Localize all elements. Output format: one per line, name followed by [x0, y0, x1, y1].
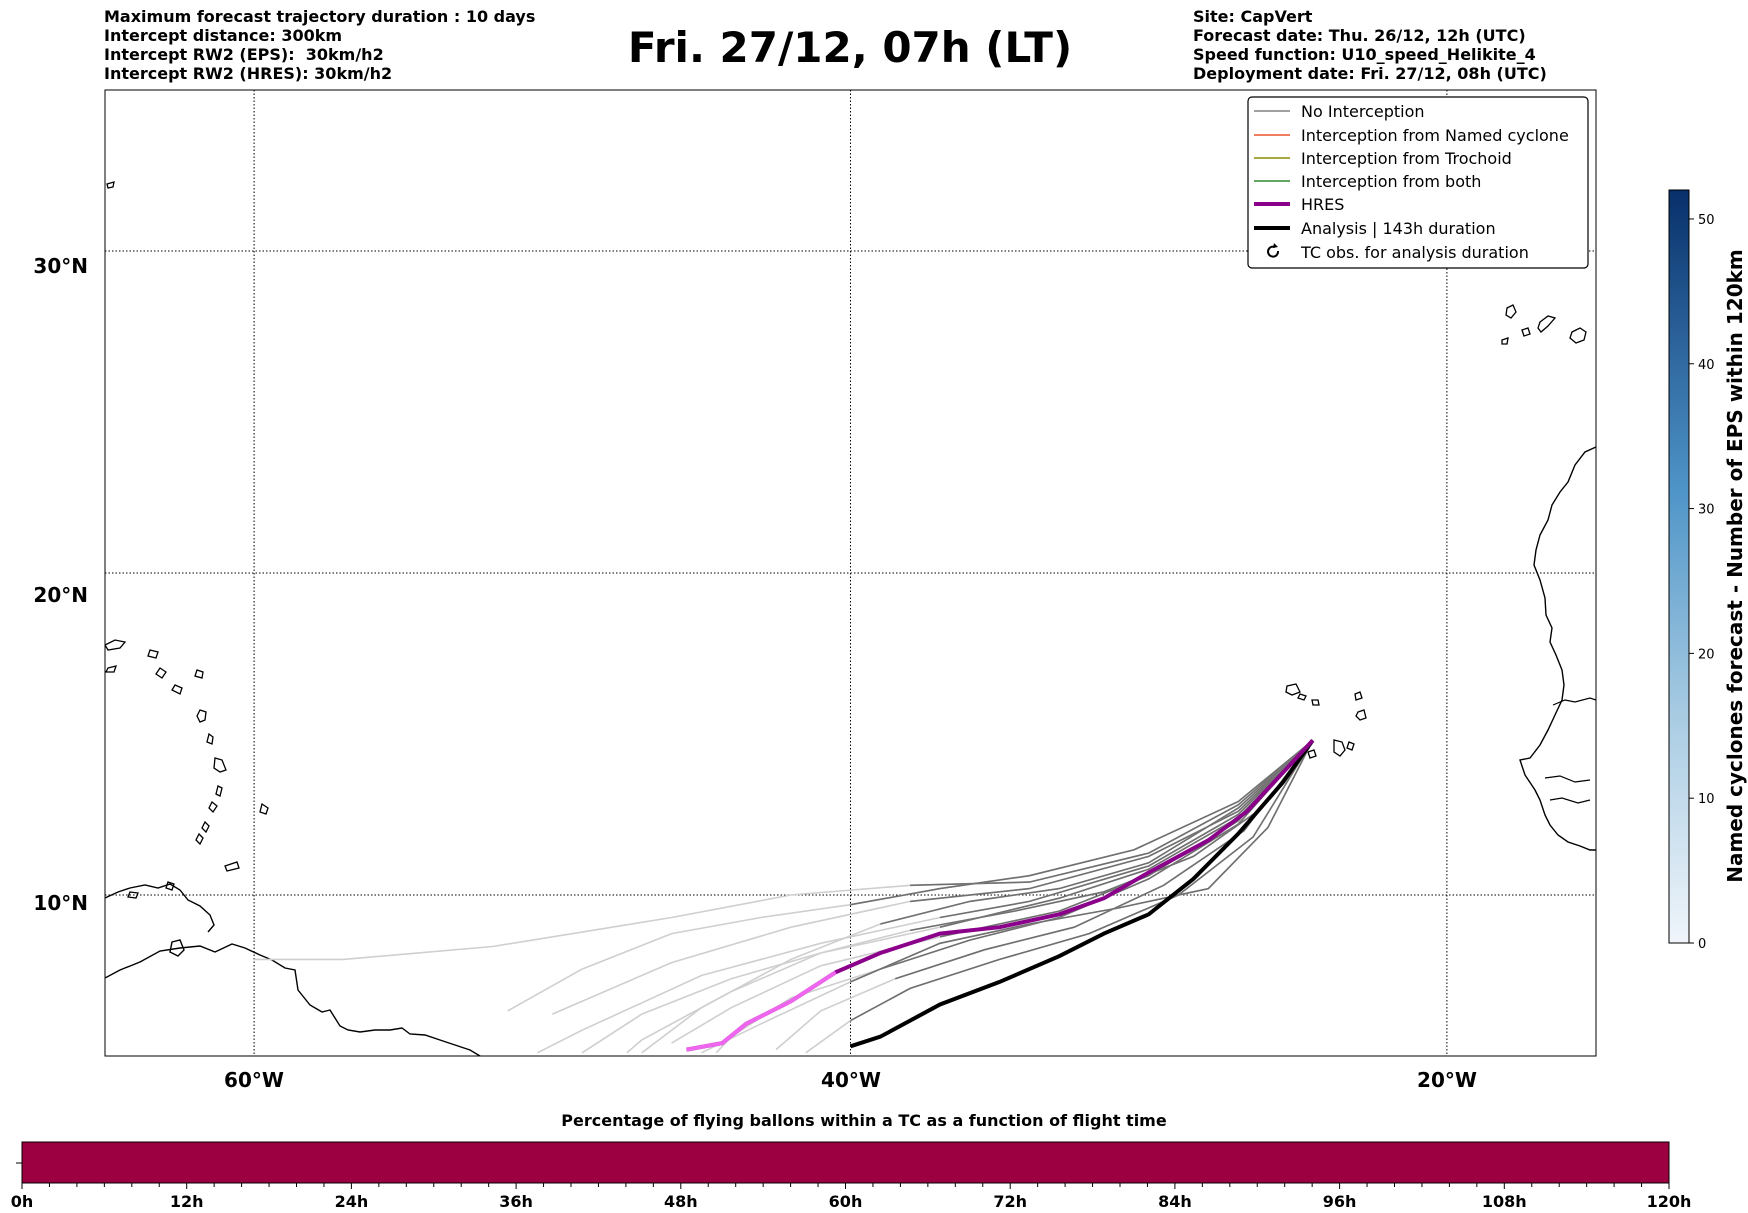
latitude-labels: 30°N 20°N 10°N [33, 254, 88, 915]
lon-label: 40°W [821, 1068, 881, 1092]
ensemble-trajectory [910, 739, 1314, 903]
flight-time-tick-label: 84h [1158, 1192, 1192, 1211]
ensemble-trajectory [910, 739, 1314, 887]
flight-time-ticks: 0h 12h 24h 36h 48h 60h 72h 84h 96h 108h 120h [11, 1183, 1692, 1211]
map-legend: No Interception Interception from Named … [1247, 96, 1589, 269]
colorbar-tick-label: 40 [1698, 358, 1715, 373]
colorbar-gradient [1668, 189, 1690, 944]
colorbar-tick-label: 30 [1698, 503, 1715, 518]
ensemble-trajectory [939, 739, 1314, 919]
ensemble-trajectory [850, 740, 1314, 983]
site-info: Site: CapVert Forecast date: Thu. 26/12,… [1193, 7, 1547, 83]
ensemble-trajectory [850, 739, 1314, 1022]
flight-time-bar-fill [21, 1141, 1670, 1184]
graticule-lines [105, 90, 1596, 1056]
cyclone-colorbar: 0 10 20 30 40 50 Named cyclones forecast - Nu… [1668, 189, 1747, 952]
hres-trajectory [686, 739, 1315, 1052]
colorbar-tick-label: 50 [1698, 213, 1715, 228]
flight-time-tick-label: 120h [1647, 1192, 1692, 1211]
legend-hres: HRES [1301, 195, 1344, 214]
forecast-parameters: Maximum forecast trajectory duration : 1… [104, 7, 535, 83]
tobago-islands [224, 861, 240, 872]
puerto-rico-hispaniola [105, 639, 204, 695]
colorbar-tick-label: 20 [1698, 647, 1715, 662]
lon-label: 20°W [1417, 1068, 1477, 1092]
legend-tc-obs: TC obs. for analysis duration [1300, 243, 1529, 262]
lat-label: 10°N [33, 891, 88, 915]
colorbar-label: Named cyclones forecast - Number of EPS … [1723, 249, 1747, 883]
param-intercept-distance: Intercept distance: 300km [104, 26, 343, 45]
ensemble-trajectory [880, 739, 1314, 925]
west-africa-coast [1519, 446, 1596, 851]
map-title: Fri. 27/12, 07h (LT) [627, 23, 1073, 72]
coastlines [105, 181, 1596, 1056]
barbados [259, 802, 269, 815]
west-africa-inlets [1544, 697, 1596, 804]
flight-time-tick-label: 60h [829, 1192, 863, 1211]
lat-label: 20°N [33, 583, 88, 607]
legend-named-cyclone: Interception from Named cyclone [1301, 126, 1569, 145]
legend-box [1247, 96, 1589, 269]
legend-analysis: Analysis | 143h duration [1301, 219, 1496, 238]
hres-line-late [686, 970, 837, 1052]
flight-time-tick-label: 12h [170, 1192, 204, 1211]
legend-both: Interception from both [1301, 172, 1481, 191]
legend-trochoid: Interception from Trochoid [1301, 149, 1512, 168]
trinidad-coast [169, 939, 185, 957]
flight-time-bar: Percentage of flying ballons within a TC… [11, 1111, 1692, 1211]
lat-label: 30°N [33, 254, 88, 278]
ensemble-trajectory [850, 739, 1314, 906]
colorbar-tick-label: 10 [1698, 792, 1715, 807]
forecast-date: Forecast date: Thu. 26/12, 12h (UTC) [1193, 26, 1526, 45]
venezuela-north-coast [105, 883, 215, 933]
flight-time-tick-label: 72h [993, 1192, 1027, 1211]
south-america-coast [105, 943, 481, 1056]
param-max-duration: Maximum forecast trajectory duration : 1… [104, 7, 536, 26]
flight-time-tick-label: 96h [1323, 1192, 1357, 1211]
param-intercept-hres: Intercept RW2 (HRES): 30km/h2 [104, 64, 393, 83]
colorbar-tick-label: 0 [1698, 937, 1706, 952]
flight-time-tick-label: 24h [335, 1192, 369, 1211]
longitude-labels: 60°W 40°W 20°W [224, 1068, 1477, 1092]
bermuda [106, 181, 115, 189]
map-frame [104, 89, 1597, 1057]
flight-time-bar-title: Percentage of flying ballons within a TC… [561, 1111, 1167, 1130]
param-intercept-eps: Intercept RW2 (EPS): 30km/h2 [104, 45, 384, 64]
speed-function: Speed function: U10_speed_Helikite_4 [1193, 45, 1536, 64]
lon-label: 60°W [224, 1068, 284, 1092]
flight-time-tick-label: 108h [1482, 1192, 1527, 1211]
colorbar-ticks: 0 10 20 30 40 50 [1689, 213, 1715, 952]
legend-no-interception: No Interception [1301, 102, 1425, 121]
flight-time-tick-label: 48h [664, 1192, 698, 1211]
deployment-date: Deployment date: Fri. 27/12, 08h (UTC) [1193, 64, 1547, 83]
lesser-antilles [127, 709, 227, 899]
site-name: Site: CapVert [1193, 7, 1313, 26]
canary-islands [1501, 304, 1587, 345]
cape-verde-islands [1285, 683, 1367, 759]
cyclone-icon [1267, 243, 1280, 258]
analysis-line [849, 739, 1315, 1049]
flight-time-tick-label: 0h [11, 1192, 34, 1211]
flight-time-tick-label: 36h [499, 1192, 533, 1211]
analysis-trajectory [849, 739, 1315, 1049]
